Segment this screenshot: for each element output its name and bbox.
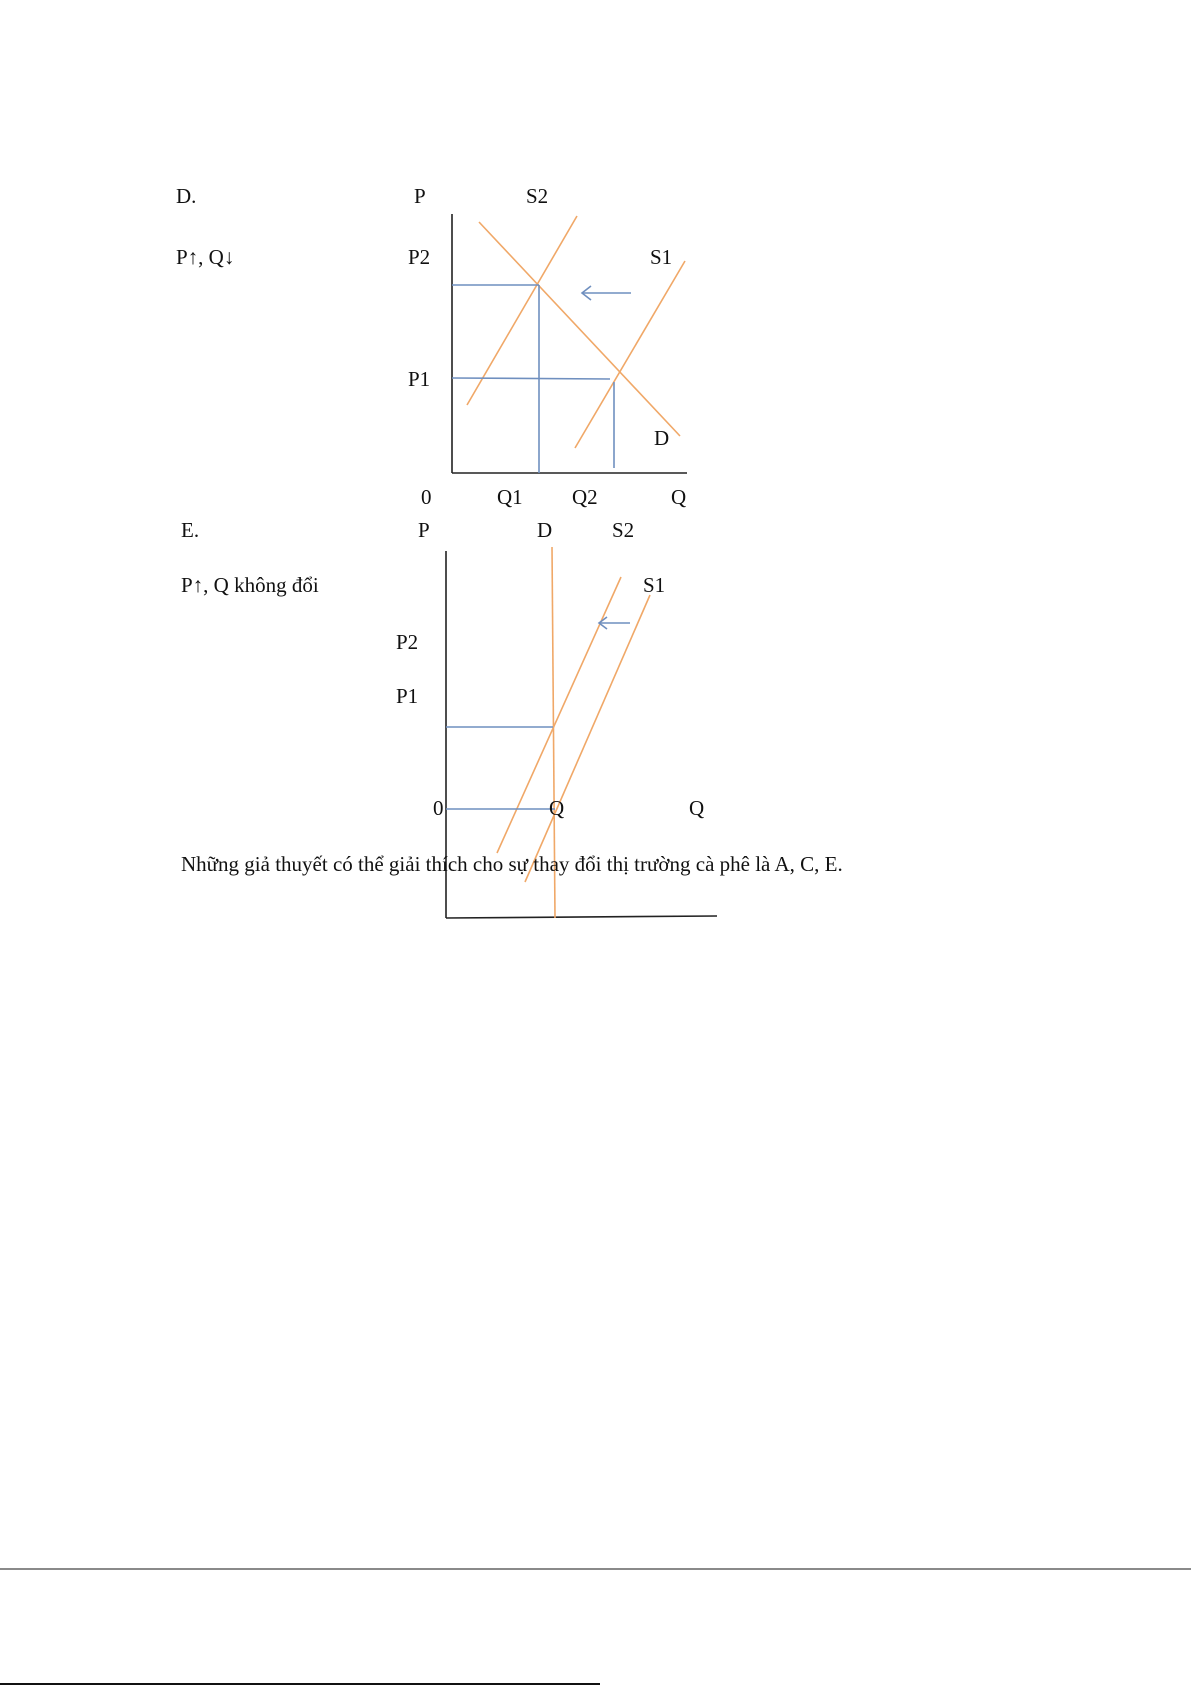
d-supply-s1	[574, 260, 686, 449]
e-label-d: D	[537, 518, 553, 542]
bottom-edge-line	[0, 1683, 600, 1685]
d-label-q2: Q2	[572, 485, 598, 509]
e-x-axis	[445, 915, 718, 919]
e-label-p1: P1	[396, 684, 419, 708]
d-label-p: P	[414, 184, 426, 208]
e-label-p2: P2	[396, 630, 419, 654]
conclusion-text: Những giả thuyết có thể giải thích cho s…	[181, 852, 843, 876]
section-d-effect: P↑, Q↓	[176, 245, 235, 269]
e-demand-curve	[551, 546, 556, 919]
e-label-s2: S2	[612, 518, 635, 542]
d-label-p2: P2	[408, 245, 431, 269]
d-label-q1: Q1	[497, 485, 523, 509]
e-label-s1: S1	[643, 573, 666, 597]
d-label-d: D	[654, 426, 670, 450]
d-supply-s2	[466, 215, 578, 406]
d-label-p1: P1	[408, 367, 431, 391]
d-label-s2: S2	[526, 184, 549, 208]
page-divider	[0, 1568, 1191, 1570]
e-label-q-axis: Q	[689, 796, 705, 820]
d-demand-curve	[478, 221, 681, 437]
d-label-q: Q	[671, 485, 687, 509]
d-shift-arrow-icon	[580, 285, 631, 301]
e-supply-s1	[524, 594, 651, 883]
e-label-origin: 0	[433, 796, 444, 820]
section-d-letter: D.	[176, 184, 197, 208]
section-e-letter: E.	[181, 518, 200, 542]
section-e-effect: P↑, Q không đổi	[181, 573, 319, 597]
d-label-s1: S1	[650, 245, 673, 269]
d-label-origin: 0	[421, 485, 432, 509]
d-p1-guide	[451, 377, 611, 380]
e-shift-arrow-icon	[597, 616, 630, 630]
e-label-q: Q	[549, 796, 565, 820]
e-label-p: P	[418, 518, 430, 542]
